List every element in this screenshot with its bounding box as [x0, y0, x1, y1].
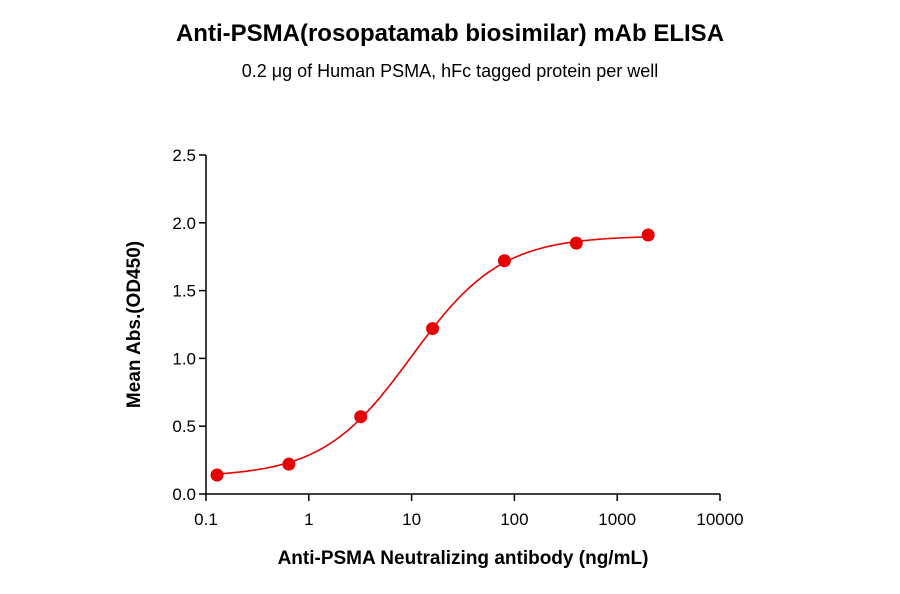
y-tick-label: 2.0 [172, 214, 196, 233]
data-points-layer [210, 228, 655, 482]
data-point [569, 236, 583, 250]
x-tick-label: 1 [304, 510, 313, 529]
axes: 0.0 0.5 1.0 1.5 2.0 2.5 0.1 1 10 100 1000 10000 [172, 146, 743, 529]
fit-curve-layer [216, 236, 649, 475]
data-point [354, 410, 368, 424]
y-tick-label: 1.0 [172, 349, 196, 368]
x-tick-label: 10 [402, 510, 421, 529]
data-point [210, 468, 224, 482]
x-tick-label: 0.1 [194, 510, 218, 529]
x-tick-label: 1000 [598, 510, 636, 529]
fit-curve [216, 236, 649, 475]
y-axis-title: Mean Abs.(OD450) [124, 241, 145, 408]
x-axis-title: Anti-PSMA Neutralizing antibody (ng/mL) [278, 548, 649, 569]
data-point [282, 457, 296, 471]
data-point [426, 322, 440, 336]
y-tick-label: 2.5 [172, 146, 196, 165]
data-point [641, 228, 655, 242]
x-tick-label: 10000 [696, 510, 743, 529]
y-tick-label: 0.5 [172, 417, 196, 436]
y-tick-label: 1.5 [172, 282, 196, 301]
x-tick-label: 100 [500, 510, 528, 529]
y-tick-label: 0.0 [172, 485, 196, 504]
chart-title: Anti-PSMA(rosopatamab biosimilar) mAb EL… [175, 20, 725, 47]
data-point [497, 254, 511, 268]
chart-subtitle: 0.2 μg of Human PSMA, hFc tagged protein… [241, 61, 659, 81]
